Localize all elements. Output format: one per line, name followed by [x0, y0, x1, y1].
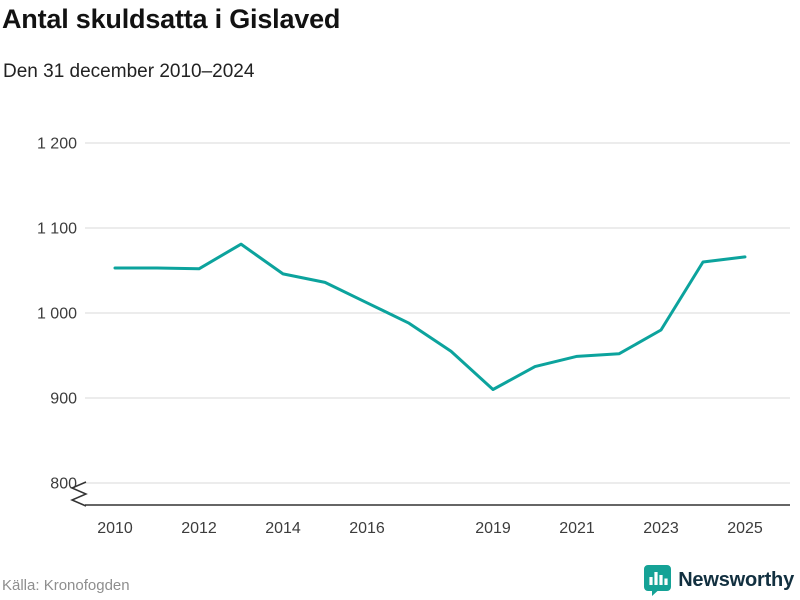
x-tick-label: 2012	[181, 520, 217, 537]
y-tick-label: 1 100	[37, 221, 77, 238]
y-tick-label: 800	[50, 476, 77, 493]
newsworthy-logo[interactable]: Newsworthy	[644, 565, 794, 596]
x-tick-label: 2021	[559, 520, 595, 537]
x-tick-label: 2016	[349, 520, 385, 537]
axis-break-icon	[70, 481, 88, 507]
y-tick-label: 1 000	[37, 306, 77, 323]
newsworthy-wordmark: Newsworthy	[678, 569, 794, 591]
data-line	[113, 242, 747, 391]
chart-subtitle: Den 31 december 2010–2024	[3, 61, 255, 82]
source-note: Källa: Kronofogden	[2, 577, 130, 594]
newsworthy-icon	[644, 565, 672, 596]
x-tick-label: 2023	[643, 520, 679, 537]
x-tick-label: 2014	[265, 520, 301, 537]
y-tick-label: 900	[50, 391, 77, 408]
x-tick-label: 2010	[97, 520, 133, 537]
x-tick-label: 2025	[727, 520, 763, 537]
y-tick-label: 1 200	[37, 136, 77, 153]
chart-title: Antal skuldsatta i Gislaved	[2, 4, 341, 34]
x-tick-label: 2019	[475, 520, 511, 537]
